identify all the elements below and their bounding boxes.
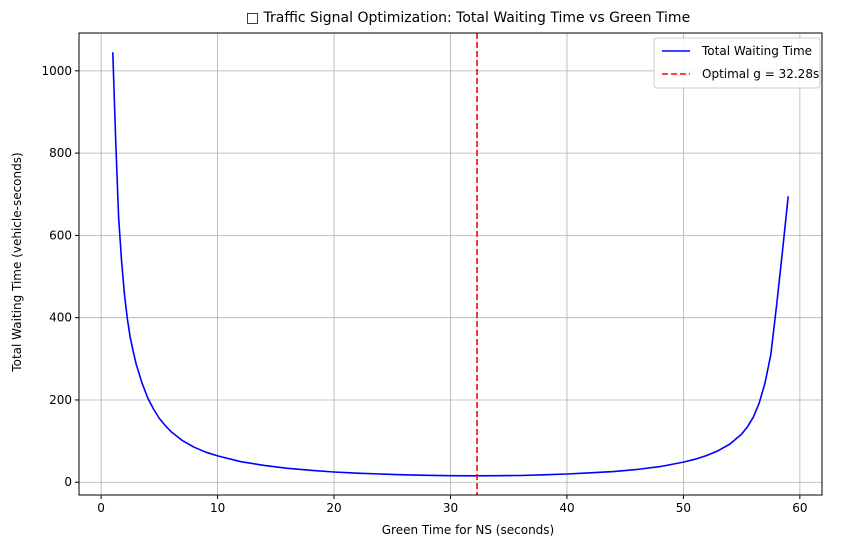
legend-label-total-waiting-time: Total Waiting Time [701,44,812,58]
y-tick-label: 0 [64,475,72,489]
y-tick-label: 600 [49,228,72,242]
legend-label-optimal: Optimal g = 32.28s [702,67,819,81]
chart-title: □ Traffic Signal Optimization: Total Wai… [246,10,690,26]
x-tick-label: 30 [443,501,458,515]
y-tick-label: 400 [49,311,72,325]
x-tick-label: 40 [559,501,574,515]
grid [79,33,822,495]
y-tick-label: 1000 [41,64,72,78]
x-tick-label: 20 [326,501,341,515]
x-tick-label: 60 [792,501,807,515]
y-tick-label: 800 [49,146,72,160]
x-tick-label: 50 [676,501,691,515]
y-axis-label: Total Waiting Time (vehicle-seconds) [10,152,24,372]
series-line-total-waiting-time [112,52,789,477]
legend-box [653,37,821,89]
y-tick-label: 200 [49,393,72,407]
plot-lines [112,33,789,495]
x-tick-label: 0 [97,501,105,515]
legend: Total Waiting Time Optimal g = 32.28s [653,37,821,89]
x-axis-label: Green Time for NS (seconds) [382,523,554,537]
x-tick-label: 10 [210,501,225,515]
